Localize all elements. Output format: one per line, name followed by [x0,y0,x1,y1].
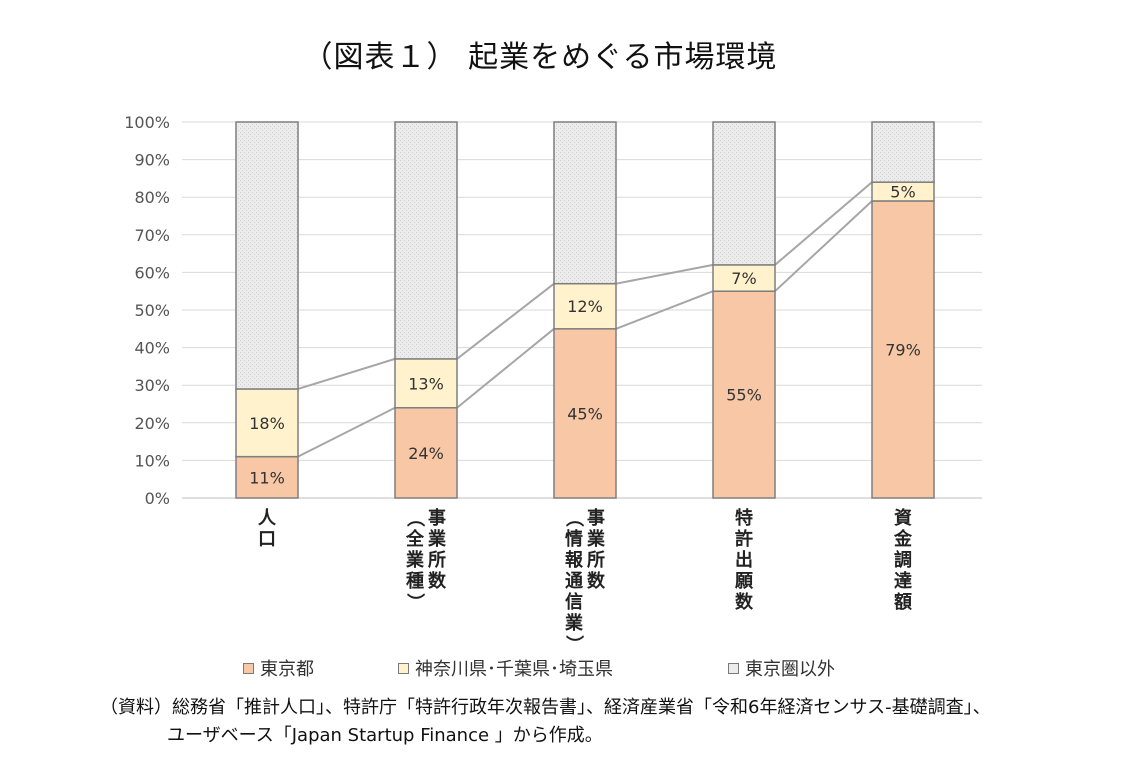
legend-label-outside-tokyo-area: 東京圏以外 [745,659,835,680]
bar-segment [235,121,299,390]
bar-segment [712,121,776,266]
category-char: 通 [565,571,583,592]
category-sublabel: （全業種） [404,509,425,611]
category-label: 人口 [258,508,277,550]
category-char: 資 [894,508,912,529]
category-char: 業 [586,528,606,550]
data-label: 45% [567,404,603,423]
connector-line [774,200,873,292]
bar-segment [394,358,458,409]
category-char: （ [563,509,584,527]
bar-segment [394,121,458,360]
data-label: 7% [731,269,756,288]
y-axis: 0% 10% 20% 30% 40% 50% 60% 70% 80% 90% 100% [124,113,170,508]
category-char: 事 [428,507,446,529]
category-char: 数 [428,570,447,592]
data-label: 11% [249,468,285,487]
category-char: 所 [587,550,605,571]
category-char: 出 [735,549,753,571]
category-char: 業 [427,528,447,550]
data-label: 18% [249,414,285,433]
category-char: 事 [587,507,605,529]
legend-swatch-tokyo [243,662,254,674]
bar-segment [235,455,299,499]
category-char: （ [404,509,425,527]
legend-item-kanagawa-chiba-saitama: 神奈川県･千葉県･埼玉県 [398,655,613,681]
y-tick-label: 0% [145,489,170,508]
category-char: 願 [735,571,754,592]
category-char: 金 [893,528,913,550]
legend-label-kanagawa-chiba-saitama: 神奈川県･千葉県･埼玉県 [415,659,613,680]
category-char: 人 [258,508,277,529]
y-tick-label: 90% [134,151,170,170]
y-tick-label: 30% [134,376,170,395]
legend-item-outside-tokyo-area: 東京圏以外 [728,655,835,681]
y-tick-label: 70% [134,226,170,245]
category-char: 種 [406,570,424,592]
category-char: 業 [564,612,584,634]
bar-segment [871,121,935,183]
category-char: 報 [565,549,584,571]
connector-line [456,282,555,360]
y-tick-label: 80% [134,188,170,207]
category-char: 達 [894,571,912,592]
bars [235,121,935,499]
bar-segment [712,290,776,499]
category-char: 調 [894,549,912,571]
data-label: 13% [408,374,444,393]
legend-item-tokyo: 東京都 [243,655,314,681]
data-labels: 11% 18% 24% 13% 45% 12% 55% 7% 79% 5% [249,183,921,488]
category-char: 信 [565,591,583,613]
connector-lines [297,181,873,458]
y-tick-label: 100% [124,113,170,132]
category-char: 数 [587,570,606,592]
connector-line [774,181,873,266]
category-char: ） [404,593,425,611]
y-tick-label: 20% [134,414,170,433]
bar-segment [394,407,458,499]
chart-title: （図表１） 起業をめぐる市場環境 [302,40,778,75]
source-note-line1: （資料）総務省「推計人口」、特許庁「特許行政年次報告書」、経済産業省「令和6年経… [100,697,991,718]
category-char: 口 [258,529,276,550]
category-char: ） [563,635,584,653]
category-char: 情 [565,529,583,550]
legend-swatch-outside-tokyo-area [728,662,739,674]
category-char: 数 [735,591,754,613]
legend-swatch-kanagawa-chiba-saitama [398,662,409,674]
category-char: 業 [405,549,425,571]
connector-line [615,290,714,330]
y-tick-label: 50% [134,301,170,320]
bar-segment [871,200,935,499]
data-label: 79% [885,340,921,359]
category-char: 全 [405,528,425,550]
bar-segment [235,388,299,458]
connector-line [297,406,396,458]
y-tick-label: 40% [134,339,170,358]
bar-segment [553,121,617,285]
connector-line [615,263,714,285]
category-char: 特 [735,507,753,529]
data-label: 24% [408,444,444,463]
data-label: 5% [890,183,915,202]
y-tick-label: 60% [134,263,170,282]
source-note: （資料）総務省「推計人口」、特許庁「特許行政年次報告書」、経済産業省「令和6年経… [100,694,991,750]
data-label: 55% [726,386,762,405]
legend-label-tokyo: 東京都 [260,659,314,680]
category-char: 額 [893,591,912,613]
y-tick-label: 10% [134,451,170,470]
category-char: 所 [428,550,446,571]
category-char: 許 [735,528,753,550]
connector-line [297,357,396,390]
connector-line [456,328,555,409]
data-label: 12% [567,297,603,316]
source-note-line2: ユーザベース「Japan Startup Finance 」から作成。 [167,725,603,746]
